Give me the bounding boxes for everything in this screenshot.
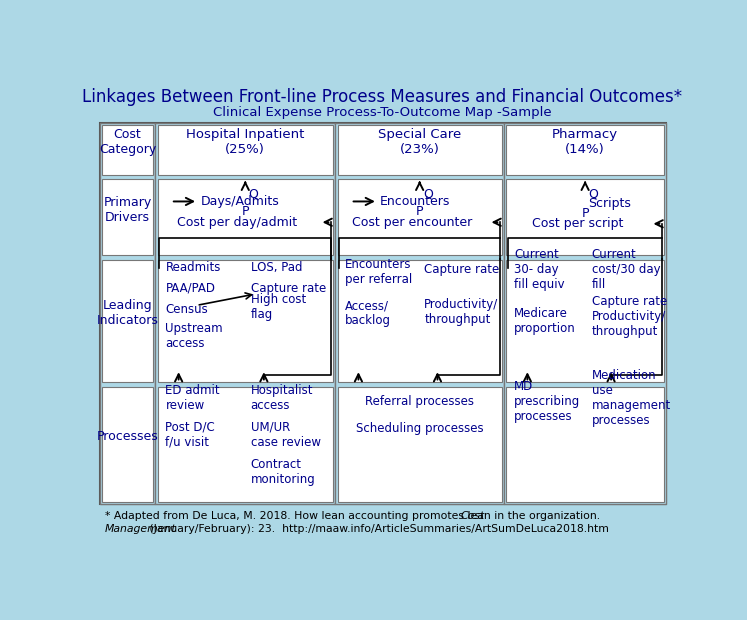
Text: Cost per script: Cost per script — [532, 217, 623, 230]
Text: Readmits: Readmits — [165, 261, 221, 274]
Bar — [102, 260, 153, 383]
Bar — [99, 123, 155, 504]
Text: Leading
Indicators: Leading Indicators — [96, 299, 158, 327]
Text: Medicare
proportion: Medicare proportion — [514, 307, 576, 335]
Text: * Adapted from De Luca, M. 2018. How lean accounting promotes lean in the organi: * Adapted from De Luca, M. 2018. How lea… — [105, 511, 604, 521]
Bar — [506, 125, 664, 174]
Text: Capture rate: Capture rate — [251, 282, 326, 295]
Text: Cost per encounter: Cost per encounter — [352, 216, 472, 229]
Bar — [102, 387, 153, 502]
Text: Processes: Processes — [96, 430, 158, 443]
Text: (January/February): 23.  http://maaw.info/ArticleSummaries/ArtSumDeLuca2018.htm: (January/February): 23. http://maaw.info… — [146, 524, 609, 534]
Bar — [102, 125, 153, 174]
Bar — [338, 387, 502, 502]
Text: Cost: Cost — [461, 511, 485, 521]
Text: Capture rate
Productivity/
throughput: Capture rate Productivity/ throughput — [592, 296, 667, 339]
Text: Encounters
per referral: Encounters per referral — [345, 259, 412, 286]
Text: Q: Q — [588, 187, 598, 200]
Bar — [99, 123, 666, 504]
Text: Scheduling processes: Scheduling processes — [356, 422, 483, 435]
Text: Hospitalist
access: Hospitalist access — [251, 384, 313, 412]
Text: High cost
flag: High cost flag — [251, 293, 306, 321]
Text: Capture rate: Capture rate — [424, 264, 500, 277]
Bar — [338, 179, 502, 255]
Text: UM/UR
case review: UM/UR case review — [251, 421, 320, 449]
Bar — [158, 387, 333, 502]
Text: Q: Q — [248, 187, 258, 200]
Text: P: P — [416, 205, 424, 218]
Text: Access/
backlog: Access/ backlog — [345, 299, 391, 327]
Text: Q: Q — [423, 187, 433, 200]
Text: P: P — [241, 205, 249, 218]
Text: Current
cost/30 day
fill: Current cost/30 day fill — [592, 249, 660, 291]
Bar — [506, 260, 664, 383]
Text: Contract
monitoring: Contract monitoring — [251, 458, 315, 485]
Text: Special Care
(23%): Special Care (23%) — [378, 128, 462, 156]
Bar — [155, 123, 335, 504]
Text: Cost per day/admit: Cost per day/admit — [178, 216, 297, 229]
Text: ED admit
review: ED admit review — [165, 384, 220, 412]
Text: Management: Management — [105, 524, 176, 534]
Text: Post D/C
f/u visit: Post D/C f/u visit — [165, 421, 215, 449]
Text: PAA/PAD: PAA/PAD — [165, 282, 215, 295]
Text: LOS, Pad: LOS, Pad — [251, 261, 303, 274]
Text: P: P — [581, 207, 589, 220]
Bar — [102, 179, 153, 255]
Text: Productivity/
throughput: Productivity/ throughput — [424, 298, 498, 326]
Text: Current
30- day
fill equiv: Current 30- day fill equiv — [514, 249, 565, 291]
Bar — [335, 123, 504, 504]
Bar — [338, 125, 502, 174]
Bar — [506, 387, 664, 502]
Text: Days/Admits: Days/Admits — [200, 195, 279, 208]
Text: Linkages Between Front-line Process Measures and Financial Outcomes*: Linkages Between Front-line Process Meas… — [82, 89, 683, 107]
Bar — [158, 260, 333, 383]
Bar — [158, 125, 333, 174]
Text: Encounters: Encounters — [380, 195, 450, 208]
Text: Clinical Expense Process-To-Outcome Map -Sample: Clinical Expense Process-To-Outcome Map … — [213, 107, 552, 120]
Text: Census: Census — [165, 303, 208, 316]
Bar — [158, 179, 333, 255]
Text: Cost
Category: Cost Category — [99, 128, 156, 156]
Text: Upstream
access: Upstream access — [165, 322, 223, 350]
Text: MD
prescribing
processes: MD prescribing processes — [514, 380, 580, 423]
Text: Scripts: Scripts — [588, 197, 631, 210]
Bar — [504, 123, 666, 504]
Bar — [338, 260, 502, 383]
Text: Pharmacy
(14%): Pharmacy (14%) — [552, 128, 619, 156]
Text: Referral processes: Referral processes — [365, 395, 474, 408]
Text: Medication
use
management
processes: Medication use management processes — [592, 369, 671, 427]
Bar — [506, 179, 664, 255]
Text: Hospital Inpatient
(25%): Hospital Inpatient (25%) — [186, 128, 305, 156]
Text: Primary
Drivers: Primary Drivers — [103, 195, 152, 224]
